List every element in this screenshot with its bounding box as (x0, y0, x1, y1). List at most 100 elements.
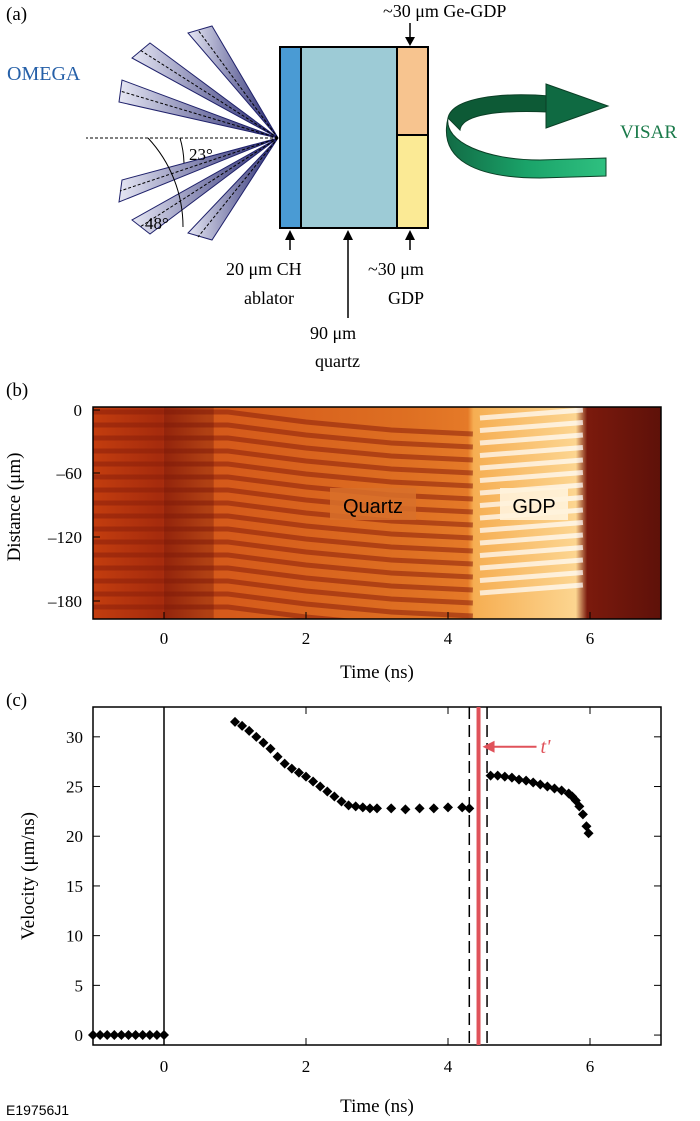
xtick-label: 2 (302, 1057, 311, 1076)
fringe-gdp (479, 570, 584, 583)
data-point-quartz (301, 771, 311, 782)
panel-c-label: (c) (6, 690, 27, 711)
data-point-gdp (521, 775, 532, 786)
plot-vertical-lines (163, 707, 488, 1045)
visar-fringes (93, 407, 584, 619)
data-point-quartz (464, 803, 475, 814)
fringe-gdp (479, 532, 584, 546)
fringe-quartz (93, 539, 473, 567)
b-ylabel: Distance (μm) (4, 453, 25, 562)
data-point-before (88, 1030, 98, 1041)
beam-upper-1 (187, 25, 279, 139)
fringe-quartz (93, 552, 473, 580)
data-point-gdp (583, 828, 594, 839)
data-point-quartz (272, 751, 283, 762)
data-point-quartz (230, 716, 240, 727)
panel-a-label: (a) (6, 4, 27, 25)
angle-arc-23 (179, 137, 185, 164)
data-point-gdp (506, 772, 517, 783)
omega-beams: 23° 48° (86, 25, 279, 241)
b-xlabel: Time (ns) (340, 662, 414, 683)
visar-arrow-front (446, 117, 607, 179)
dark-band (164, 407, 214, 619)
fringe-gdp (479, 407, 584, 421)
panel-b-xticks: 0 2 4 6 (160, 612, 594, 648)
b-xtick-2: 4 (444, 629, 453, 648)
beam-axis-3 (119, 90, 279, 139)
panel-b-frame (92, 406, 662, 620)
fringe-gdp (479, 470, 584, 483)
ablator-layer (279, 46, 302, 229)
data-point-quartz (364, 803, 375, 814)
beam-axis-2 (139, 49, 279, 139)
ge-gdp-layer (396, 46, 429, 136)
ytick-label: 20 (66, 827, 83, 846)
fringe-quartz (93, 435, 473, 463)
plot-points (88, 716, 594, 1041)
data-point-quartz (258, 737, 269, 748)
quartz-layer (300, 46, 398, 229)
data-point-before (123, 1030, 134, 1041)
data-point-before (137, 1030, 148, 1041)
fringe-gdp (479, 520, 584, 533)
annotation-arrowhead (482, 740, 495, 753)
ytick-label: 10 (66, 927, 83, 946)
data-point-before (151, 1030, 162, 1041)
data-point-quartz (414, 803, 425, 814)
beam-upper-3 (118, 79, 279, 139)
visar-label: VISAR (620, 122, 677, 143)
data-point-quartz (265, 743, 276, 754)
panel-c: (c) 0 5 10 15 20 25 30 0 2 4 6 t' Time (ns) Veloci… (6, 690, 662, 1117)
data-point-quartz (293, 767, 304, 778)
data-point-quartz (357, 802, 368, 813)
plot-annotation: t' (482, 736, 551, 758)
data-point-gdp (556, 785, 567, 796)
data-point-quartz (329, 791, 340, 802)
b-xtick-0: 0 (160, 629, 169, 648)
xtick-label: 0 (160, 1057, 169, 1076)
b-xtick-1: 2 (302, 629, 311, 648)
visar-arrow (446, 83, 610, 179)
fringe-quartz (93, 565, 473, 593)
fringe-quartz (93, 513, 473, 541)
visar-arrowhead (545, 83, 610, 129)
ablator-arrowhead (285, 230, 295, 240)
b-ytick-1: –60 (56, 464, 83, 483)
data-point-before (109, 1030, 120, 1041)
panel-b-yticks: 0 –60 –120 –180 (47, 401, 100, 611)
data-point-quartz (244, 725, 255, 736)
data-point-quartz (237, 720, 248, 731)
c-ylabel: Velocity (μm/ns) (18, 812, 39, 940)
fringe-quartz (93, 526, 473, 554)
quartz-text-bg (330, 488, 416, 520)
figure-id: E19756J1 (6, 1102, 69, 1118)
gdp-layer (396, 134, 429, 229)
data-point-quartz (457, 802, 468, 813)
beam-axis-6 (197, 137, 279, 238)
visar-arrow-back (447, 94, 551, 132)
angle-arc-48 (147, 137, 184, 228)
fringe-quartz (93, 448, 473, 476)
data-point-gdp (492, 770, 503, 781)
beam-axis-5 (139, 137, 279, 228)
fringe-gdp (479, 420, 584, 433)
omega-label: OMEGA (7, 63, 81, 85)
data-point-before (102, 1030, 113, 1041)
data-point-gdp (485, 770, 496, 781)
data-point-quartz (322, 786, 333, 797)
fringe-gdp (479, 432, 584, 446)
angle-48-label: 48° (145, 214, 169, 233)
data-point-quartz (372, 803, 382, 814)
fringe-quartz (93, 461, 473, 489)
gdp-label-2: GDP (388, 288, 424, 308)
data-point-gdp (528, 777, 539, 788)
gdp-label-1: ~30 μm (368, 259, 424, 279)
data-point-quartz (251, 731, 262, 742)
xtick-label: 6 (586, 1057, 595, 1076)
plot-ticks: 0 5 10 15 20 25 30 0 2 4 6 (66, 707, 661, 1076)
panel-a: (a) 23° 48° OMEGA (6, 1, 677, 371)
data-point-before (159, 1030, 169, 1041)
fringe-gdp (479, 545, 584, 558)
beam-lower-3 (187, 137, 279, 241)
